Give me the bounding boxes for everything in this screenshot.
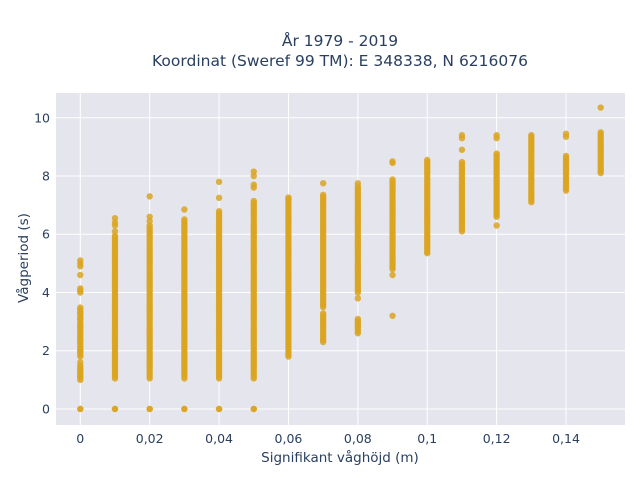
data-point	[354, 180, 362, 187]
data-point	[562, 130, 570, 137]
data-point	[181, 216, 188, 223]
data-point	[77, 304, 84, 311]
x-tick-label: 0,06	[275, 431, 303, 446]
data-point	[285, 196, 292, 203]
data-point	[215, 405, 223, 413]
data-point	[354, 315, 362, 323]
data-point	[77, 347, 84, 354]
x-tick-label: 0,1	[417, 431, 437, 446]
data-point	[493, 132, 500, 139]
data-point	[458, 132, 466, 139]
data-point	[597, 104, 604, 111]
data-point	[111, 405, 119, 413]
data-point	[389, 271, 396, 279]
data-point	[562, 152, 570, 160]
data-point	[250, 181, 257, 188]
data-point	[77, 359, 84, 366]
chart-subtitle: Koordinat (Sweref 99 TM): E 348338, N 62…	[152, 52, 528, 70]
data-point	[146, 193, 153, 200]
data-point	[77, 285, 84, 292]
data-point	[319, 180, 327, 187]
data-point	[77, 335, 84, 343]
data-point	[181, 405, 188, 413]
data-point	[250, 168, 257, 175]
data-point	[77, 367, 84, 375]
data-point	[111, 228, 119, 235]
data-point	[215, 194, 223, 202]
y-tick-label: 6	[42, 227, 50, 242]
data-point	[146, 213, 153, 220]
y-axis-label: Vågperiod (s)	[15, 213, 32, 303]
data-point	[77, 373, 84, 381]
data-point	[389, 312, 396, 319]
data-point	[424, 249, 431, 257]
data-point	[458, 158, 466, 166]
y-tick-label: 0	[42, 401, 50, 416]
data-point	[250, 197, 257, 205]
data-point	[181, 206, 188, 213]
x-tick-label: 0,12	[483, 431, 511, 446]
data-point	[250, 405, 257, 413]
data-point	[77, 257, 84, 264]
y-tick-label: 4	[42, 285, 50, 300]
plot-area	[56, 93, 625, 425]
data-point	[597, 129, 604, 136]
data-point	[493, 150, 500, 157]
data-point	[458, 146, 466, 153]
x-tick-label: 0,08	[344, 431, 372, 446]
data-point	[77, 309, 84, 317]
data-point	[77, 315, 84, 322]
data-point	[389, 158, 396, 165]
tick-labels: 0 0,02 0,04 0,06 0,08 0,1 0,12 0,14 0 2 4 6 8 10	[34, 110, 580, 446]
data-point	[354, 295, 362, 302]
x-tick-label: 0,02	[136, 431, 164, 446]
y-tick-label: 8	[42, 169, 50, 184]
data-points	[77, 104, 604, 413]
data-point	[215, 208, 223, 215]
data-point	[215, 178, 223, 186]
data-point	[319, 310, 327, 317]
x-tick-label: 0	[76, 431, 84, 446]
data-point	[146, 405, 153, 413]
y-tick-label: 2	[42, 343, 50, 358]
x-tick-label: 0,14	[552, 431, 580, 446]
data-point	[77, 405, 84, 413]
data-point	[528, 132, 535, 139]
data-point	[111, 215, 119, 222]
x-axis-label: Signifikant våghöjd (m)	[261, 449, 419, 466]
data-point	[319, 191, 327, 199]
data-point	[77, 324, 84, 331]
chart-title: År 1979 - 2019	[282, 31, 398, 50]
x-tick-label: 0,04	[205, 431, 233, 446]
data-point	[493, 222, 500, 229]
data-point	[389, 176, 396, 183]
y-tick-label: 10	[34, 110, 50, 125]
data-point	[424, 156, 431, 164]
data-point	[77, 271, 84, 279]
